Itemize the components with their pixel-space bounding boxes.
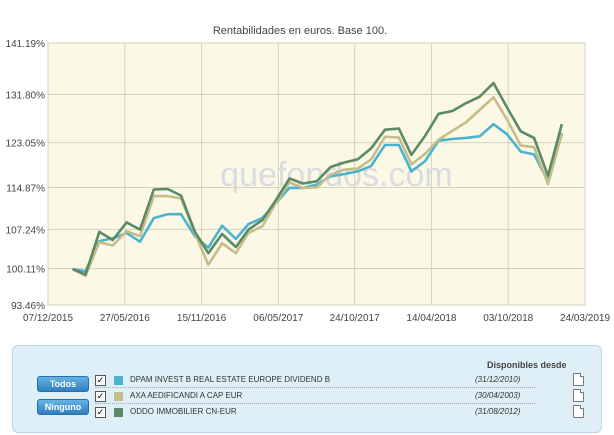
series-color-swatch bbox=[114, 408, 123, 417]
row-divider bbox=[95, 403, 535, 404]
x-tick-label: 27/05/2016 bbox=[100, 313, 150, 324]
chart-title: Rentabilidades en euros. Base 100. bbox=[213, 25, 387, 37]
x-tick-label: 03/10/2018 bbox=[483, 313, 533, 324]
legend-panel: Disponibles desde Todos Ninguno ✓ DPAM I… bbox=[12, 345, 602, 433]
x-tick-label: 06/05/2017 bbox=[253, 313, 303, 324]
series-color-swatch bbox=[114, 376, 123, 385]
available-since-header: Disponibles desde bbox=[487, 360, 567, 370]
series-name: DPAM INVEST B REAL ESTATE EUROPE DIVIDEN… bbox=[130, 375, 331, 384]
series-line bbox=[72, 81, 564, 276]
row-divider bbox=[95, 387, 535, 388]
series-color-swatch bbox=[114, 392, 123, 401]
series-checkbox[interactable]: ✓ bbox=[95, 391, 106, 402]
series-checkbox[interactable]: ✓ bbox=[95, 407, 106, 418]
y-tick-label: 114.87% bbox=[6, 183, 45, 194]
series-start-date: (31/08/2012) bbox=[475, 407, 521, 416]
document-icon[interactable] bbox=[573, 405, 584, 418]
series-line bbox=[72, 122, 564, 273]
document-icon[interactable] bbox=[573, 373, 584, 386]
series-name: ODDO IMMOBILIER CN-EUR bbox=[130, 407, 237, 416]
document-icon[interactable] bbox=[573, 389, 584, 402]
series-start-date: (30/04/2003) bbox=[475, 391, 521, 400]
y-tick-label: 123.05% bbox=[6, 139, 46, 150]
legend-item: ✓ ODDO IMMOBILIER CN-EUR (31/08/2012) bbox=[93, 405, 593, 420]
x-tick-label: 14/04/2018 bbox=[406, 313, 456, 324]
select-none-button[interactable]: Ninguno bbox=[37, 399, 89, 415]
y-tick-label: 107.24% bbox=[6, 225, 46, 236]
y-tick-label: 141.19% bbox=[6, 39, 46, 50]
x-tick-label: 07/12/2015 bbox=[23, 313, 73, 324]
series-line bbox=[72, 96, 564, 278]
series-checkbox[interactable]: ✓ bbox=[95, 375, 106, 386]
y-tick-label: 93.46% bbox=[11, 301, 45, 312]
x-tick-label: 24/10/2017 bbox=[330, 313, 380, 324]
x-tick-label: 24/03/2019 bbox=[560, 313, 610, 324]
y-tick-label: 100.11% bbox=[6, 264, 45, 275]
series-name: AXA AEDIFICANDI A CAP EUR bbox=[130, 391, 243, 400]
select-all-button[interactable]: Todos bbox=[37, 376, 89, 392]
series-start-date: (31/12/2010) bbox=[475, 375, 521, 384]
y-tick-label: 131.80% bbox=[6, 91, 46, 102]
returns-chart: Rentabilidades en euros. Base 100. quefo… bbox=[6, 25, 611, 324]
x-tick-label: 15/11/2016 bbox=[177, 313, 227, 324]
legend-item: ✓ DPAM INVEST B REAL ESTATE EUROPE DIVID… bbox=[93, 373, 593, 388]
legend-item: ✓ AXA AEDIFICANDI A CAP EUR (30/04/2003) bbox=[93, 389, 593, 404]
